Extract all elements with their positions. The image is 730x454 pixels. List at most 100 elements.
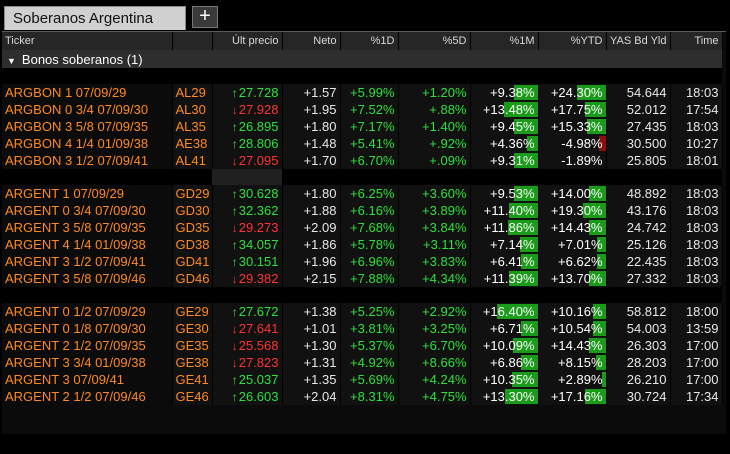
ticker-name[interactable]: ARGBON 4 1/4 01/09/38 (2, 135, 173, 152)
ticker-name[interactable]: ARGENT 3 5/8 07/09/46 (2, 270, 173, 287)
col-header-5d[interactable]: %5D (398, 32, 471, 50)
table-row[interactable]: ARGBON 4 1/4 01/09/38 AE38 ↑28.806 +1.48 +5.… (2, 135, 723, 152)
table-row[interactable]: ARGENT 4 1/4 01/09/38 GD38 ↑34.057 +1.86 +5.… (2, 236, 723, 253)
pct-1m-bar (514, 153, 537, 168)
table-row[interactable]: ARGENT 0 1/8 07/09/30 GE30 ↓27.641 +1.01 +3.… (2, 320, 723, 337)
pct-1m: +9.45% (470, 118, 539, 135)
pct-1m-value: +9.31% (490, 153, 535, 168)
col-header-1d[interactable]: %1D (340, 32, 399, 50)
arrow-up-icon: ↑ (231, 305, 238, 319)
ticker-name[interactable]: ARGBON 1 07/09/29 (2, 84, 173, 101)
ticker-code[interactable]: GD35 (172, 219, 213, 236)
ticker-name[interactable]: ARGENT 0 1/2 07/09/29 (2, 303, 173, 320)
col-header-1m[interactable]: %1M (470, 32, 539, 50)
pct-ytd: +17.75% (538, 101, 607, 118)
spacer-cell (282, 68, 340, 84)
last-price: ↓27.641 (212, 320, 283, 337)
ticker-name[interactable]: ARGENT 0 3/4 07/09/30 (2, 202, 173, 219)
ticker-code[interactable]: GD46 (172, 270, 213, 287)
last-time: 18:03 (670, 253, 723, 270)
pct-1d: +6.25% (340, 185, 399, 202)
ticker-code[interactable]: GE41 (172, 371, 213, 388)
table-row[interactable]: ARGENT 3 5/8 07/09/35 GD35 ↓29.273 +2.09 +7.… (2, 219, 723, 236)
table-row[interactable]: ARGENT 0 1/2 07/09/29 GE29 ↑27.672 +1.38 +5.… (2, 303, 723, 320)
pct-1m: +11.39% (470, 270, 539, 287)
pct-ytd: +14.43% (538, 337, 607, 354)
ticker-name[interactable]: ARGBON 3 5/8 07/09/35 (2, 118, 173, 135)
ticker-name[interactable]: ARGENT 3 07/09/41 (2, 371, 173, 388)
table-row[interactable]: ARGBON 3 1/2 07/09/41 AL41 ↓27.095 +1.70 +6.… (2, 152, 723, 169)
ticker-code[interactable]: GE46 (172, 388, 213, 405)
price-value: 25.568 (238, 338, 279, 353)
ticker-name[interactable]: ARGENT 3 1/2 07/09/41 (2, 253, 173, 270)
net-change: +1.01 (282, 320, 341, 337)
pct-1m-value: +13.30% (482, 389, 535, 404)
ticker-name[interactable]: ARGENT 3 5/8 07/09/35 (2, 219, 173, 236)
table-row[interactable]: ARGENT 2 1/2 07/09/35 GE35 ↓25.568 +1.30 +5.… (2, 337, 723, 354)
group-header[interactable]: ▼ Bonos soberanos (1) (2, 50, 722, 68)
pct-ytd-value: +10.16% (550, 304, 603, 319)
table-row[interactable]: ARGENT 0 3/4 07/09/30 GD30 ↑32.362 +1.88 +6.… (2, 202, 723, 219)
ticker-code[interactable]: GD30 (172, 202, 213, 219)
ticker-name[interactable]: ARGENT 4 1/4 01/09/38 (2, 236, 173, 253)
pct-5d: +3.84% (398, 219, 471, 236)
ticker-code[interactable]: AL41 (172, 152, 213, 169)
ticker-code[interactable]: GD29 (172, 185, 213, 202)
yas-yield: 24.742 (606, 219, 671, 236)
last-time: 18:03 (670, 118, 723, 135)
ticker-name[interactable]: ARGENT 2 1/2 07/09/35 (2, 337, 173, 354)
ticker-name[interactable]: ARGENT 2 1/2 07/09/46 (2, 388, 173, 405)
pct-1m-value: +10.09% (482, 338, 535, 353)
ticker-code[interactable]: AL35 (172, 118, 213, 135)
table-row[interactable]: ARGENT 3 5/8 07/09/46 GD46 ↓29.382 +2.15 +7.… (2, 270, 723, 287)
col-header-last-price[interactable]: Últ precio (212, 32, 283, 50)
ticker-name[interactable]: ARGENT 1 07/09/29 (2, 185, 173, 202)
ticker-code[interactable]: GE35 (172, 337, 213, 354)
table-row[interactable]: ARGENT 2 1/2 07/09/46 GE46 ↑26.603 +2.04 +8.… (2, 388, 723, 405)
yas-yield: 26.303 (606, 337, 671, 354)
col-header-code[interactable] (172, 32, 213, 50)
table-row[interactable]: ARGBON 3 5/8 07/09/35 AL35 ↑26.895 +1.80 +7.… (2, 118, 723, 135)
group-row[interactable]: ▼ Bonos soberanos (1) (2, 50, 722, 68)
col-header-time[interactable]: Time (670, 32, 723, 50)
tab-bar: Soberanos Argentina + (0, 0, 730, 32)
spacer-cell (670, 169, 722, 185)
yas-yield: 30.724 (606, 388, 671, 405)
ticker-code[interactable]: GD38 (172, 236, 213, 253)
table-row[interactable]: ARGENT 3 1/2 07/09/41 GD41 ↑30.151 +1.96 +6.… (2, 253, 723, 270)
ticker-code[interactable]: GD41 (172, 253, 213, 270)
tab-soberanos-argentina[interactable]: Soberanos Argentina (4, 6, 186, 30)
pct-ytd: +7.01% (538, 236, 607, 253)
ticker-name[interactable]: ARGENT 3 3/4 01/09/38 (2, 354, 173, 371)
ticker-code[interactable]: GE30 (172, 320, 213, 337)
pct-ytd: +14.43% (538, 219, 607, 236)
ticker-code[interactable]: GE38 (172, 354, 213, 371)
ticker-code[interactable]: GE29 (172, 303, 213, 320)
table-row[interactable]: ARGBON 0 3/4 07/09/30 AL30 ↓27.928 +1.95 +7.… (2, 101, 723, 118)
ticker-code[interactable]: AE38 (172, 135, 213, 152)
col-header-yield[interactable]: YAS Bd Yld (606, 32, 671, 50)
ticker-code[interactable]: AL30 (172, 101, 213, 118)
col-header-ytd[interactable]: %YTD (538, 32, 607, 50)
table-row[interactable]: ARGENT 3 07/09/41 GE41 ↑25.037 +1.35 +5.69% +… (2, 371, 723, 388)
yas-yield: 25.126 (606, 236, 671, 253)
spacer-cell (2, 287, 172, 303)
add-tab-button[interactable]: + (192, 6, 218, 28)
ticker-name[interactable]: ARGBON 0 3/4 07/09/30 (2, 101, 173, 118)
pct-ytd: +8.15% (538, 354, 607, 371)
pct-ytd-value: +14.43% (550, 338, 603, 353)
ticker-code[interactable]: AL29 (172, 84, 213, 101)
pct-1m-bar (512, 338, 537, 353)
pct-ytd-bar (577, 85, 605, 100)
ticker-name[interactable]: ARGENT 0 1/8 07/09/30 (2, 320, 173, 337)
collapse-toggle-icon[interactable]: ▼ (7, 55, 16, 66)
col-header-ticker[interactable]: Ticker (2, 32, 173, 50)
table-row[interactable]: ARGBON 1 07/09/29 AL29 ↑27.728 +1.57 +5.99% +… (2, 84, 723, 101)
table-row[interactable]: ARGENT 1 07/09/29 GD29 ↑30.628 +1.80 +6.25% +… (2, 185, 723, 202)
ticker-name[interactable]: ARGBON 3 1/2 07/09/41 (2, 152, 173, 169)
last-price: ↑30.628 (212, 185, 283, 202)
spacer-cell (470, 68, 538, 84)
col-header-net[interactable]: Neto (282, 32, 341, 50)
spacer-cell (670, 68, 722, 84)
table-row[interactable]: ARGENT 3 3/4 01/09/38 GE38 ↓27.823 +1.31 +4.… (2, 354, 723, 371)
